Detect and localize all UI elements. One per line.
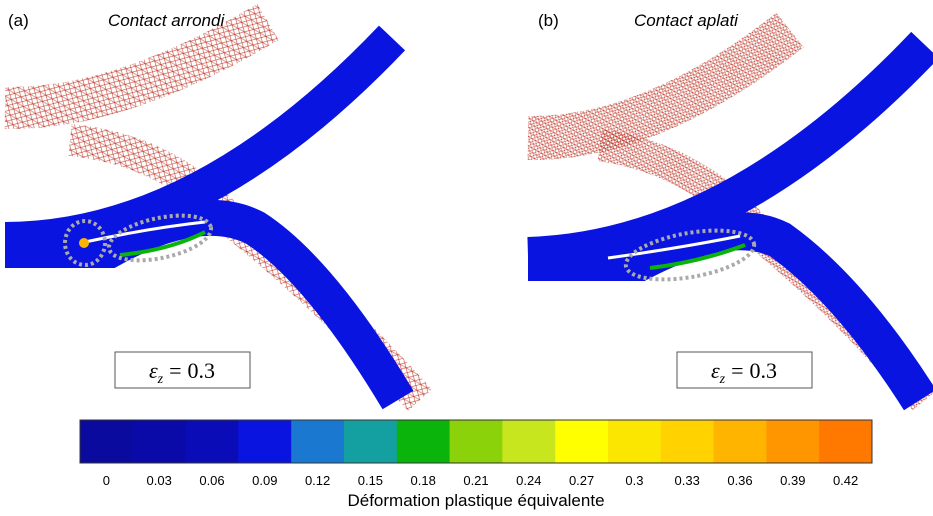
strain-hotspot (79, 238, 89, 248)
colorbar-segment (291, 420, 345, 463)
colorbar-tick-label: 0.15 (358, 473, 383, 488)
crack (84, 220, 206, 244)
colorbar-segment (344, 420, 398, 463)
highlight (106, 213, 214, 263)
panel-label: (b) (538, 11, 559, 30)
colorbar-segment (608, 420, 662, 463)
strain-box (676, 351, 813, 389)
strain-zone (119, 230, 206, 257)
strain-equation: εz = 0.3 (711, 358, 777, 387)
mesh-upper (4, 3, 279, 130)
colorbar-segment (555, 420, 609, 463)
colorbar-tick-label: 0.42 (833, 473, 858, 488)
panel-a: (a) Contact arrondi εz = 0.3 (4, 3, 432, 411)
colorbar-tick-label: 0.21 (463, 473, 488, 488)
crack (607, 234, 741, 260)
panel-label: (a) (8, 11, 29, 30)
colorbar-tick-label: 0.12 (305, 473, 330, 488)
colorbar-label: Déformation plastique équivalente (347, 491, 604, 510)
colorbar-frame (79, 419, 873, 464)
colorbar-segment (660, 420, 715, 463)
colorbar-segment (185, 420, 239, 463)
colorbar-tick-label: 0.39 (780, 473, 805, 488)
colorbar-segment (819, 420, 873, 463)
colorbar-tick-label: 0.03 (147, 473, 172, 488)
strip-lower (528, 212, 933, 411)
mesh-upper (527, 12, 804, 161)
colorbar-tick-label: 0.33 (675, 473, 700, 488)
strain-equation: εz = 0.3 (149, 358, 215, 387)
highlight (623, 228, 757, 282)
colorbar-segment (713, 420, 767, 463)
panel-title: Contact aplati (634, 11, 739, 30)
colorbar-segment (449, 420, 503, 463)
colorbar-segment (766, 420, 820, 463)
colorbar-tick-label: 0.09 (252, 473, 277, 488)
colorbar-tick-label: 0.27 (569, 473, 594, 488)
colorbar-tick-label: 0.3 (625, 473, 643, 488)
colorbar-segment (238, 420, 292, 463)
colorbar-tick-label: 0.18 (411, 473, 436, 488)
colorbar-tick-label: 0.24 (516, 473, 541, 488)
colorbar-segment (502, 420, 556, 463)
colorbar-segment (80, 420, 134, 463)
colorbar-tick-label: 0.36 (727, 473, 752, 488)
colorbar-tick-label: 0 (103, 473, 110, 488)
strain-zone (649, 243, 746, 270)
colorbar-tick-label: 0.06 (199, 473, 224, 488)
panel-b: (b) Contact aplati εz = 0.3 (527, 11, 933, 411)
highlight (63, 219, 107, 267)
panel-title: Contact arrondi (108, 11, 225, 30)
colorbar: 0 0.03 0.06 0.09 0.12 0.15 0.18 0.21 0.24 0.27 0.3… (79, 419, 873, 488)
colorbar-segment (132, 420, 187, 463)
colorbar-segment (396, 420, 451, 463)
strain-box (114, 351, 251, 389)
